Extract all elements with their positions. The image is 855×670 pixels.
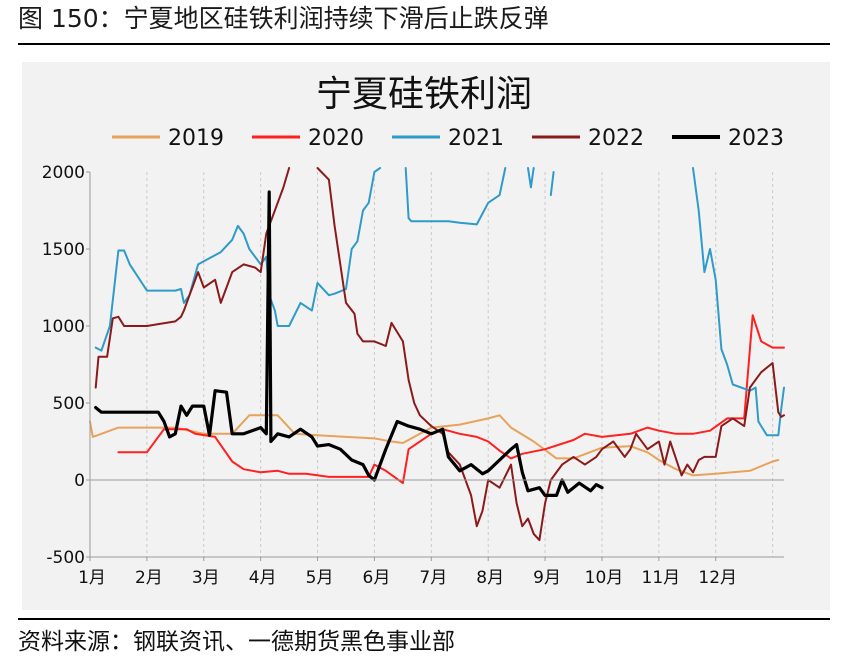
legend-label-2019: 2019 [168, 126, 224, 151]
y-tick-label: 500 [53, 394, 85, 414]
x-tick-label: 11月 [642, 568, 681, 588]
series-line-2020-part-1 [117, 314, 785, 485]
chart-svg: -500 0 500 1000 1500 2000 1月 2月 3月 4月 5月 6月 7月 8月 9月 10… [42, 74, 785, 588]
figure-title: 图 150：宁夏地区硅铁利润持续下滑后止跌反弹 [18, 4, 549, 33]
series-line-2022-part-8 [316, 167, 785, 542]
y-tick-label: 0 [74, 471, 85, 491]
x-tick-label: 8月 [476, 568, 504, 588]
x-tick-label: 2月 [135, 568, 163, 588]
legend-layer: 2019 2020 2021 2022 2023 [112, 126, 784, 151]
x-tick-label: 1月 [78, 568, 106, 588]
x-tick-label: 12月 [698, 568, 737, 588]
x-tick-label: 7月 [419, 568, 447, 588]
series-line-2021-part-3 [404, 167, 507, 226]
legend-label-2021: 2021 [448, 126, 504, 151]
legend-label-2023: 2023 [728, 126, 784, 151]
series-line-2019-part-0 [89, 414, 780, 477]
series-line-2022-part-7 [94, 167, 291, 389]
y-tick-label: 1500 [42, 240, 85, 260]
legend-label-2020: 2020 [308, 126, 364, 151]
x-tick-label: 3月 [192, 568, 220, 588]
top-rule [18, 43, 830, 45]
series-line-2021-part-6 [692, 167, 785, 437]
chart-frame: -500 0 500 1000 1500 2000 1月 2月 3月 4月 5月 6月 7月 8月 9月 10… [22, 62, 830, 610]
series-line-2021-part-4 [527, 167, 535, 189]
x-tick-label: 10月 [585, 568, 624, 588]
x-tick-label: 5月 [306, 568, 334, 588]
series-line-2021-part-5 [549, 171, 555, 197]
y-tick-label: 1000 [42, 317, 85, 337]
bottom-rule [18, 618, 830, 620]
series-layer [89, 167, 785, 542]
series-line-2023-part-9 [94, 190, 604, 497]
x-tick-label: 9月 [533, 568, 561, 588]
source-note: 资料来源：钢联资讯、一德期货黑色事业部 [18, 629, 455, 655]
x-tick-label: 4月 [249, 568, 277, 588]
legend-label-2022: 2022 [588, 126, 644, 151]
figure-header: 图 150：宁夏地区硅铁利润持续下滑后止跌反弹 [18, 0, 830, 40]
chart-title: 宁夏硅铁利润 [316, 74, 532, 115]
y-tick-label: -500 [46, 548, 85, 568]
series-line-2021-part-2 [94, 167, 382, 352]
y-tick-label: 2000 [42, 163, 85, 183]
axis-layer: -500 0 500 1000 1500 2000 1月 2月 3月 4月 5月 6月 7月 8月 9月 10… [42, 163, 784, 588]
x-tick-label: 6月 [363, 568, 391, 588]
